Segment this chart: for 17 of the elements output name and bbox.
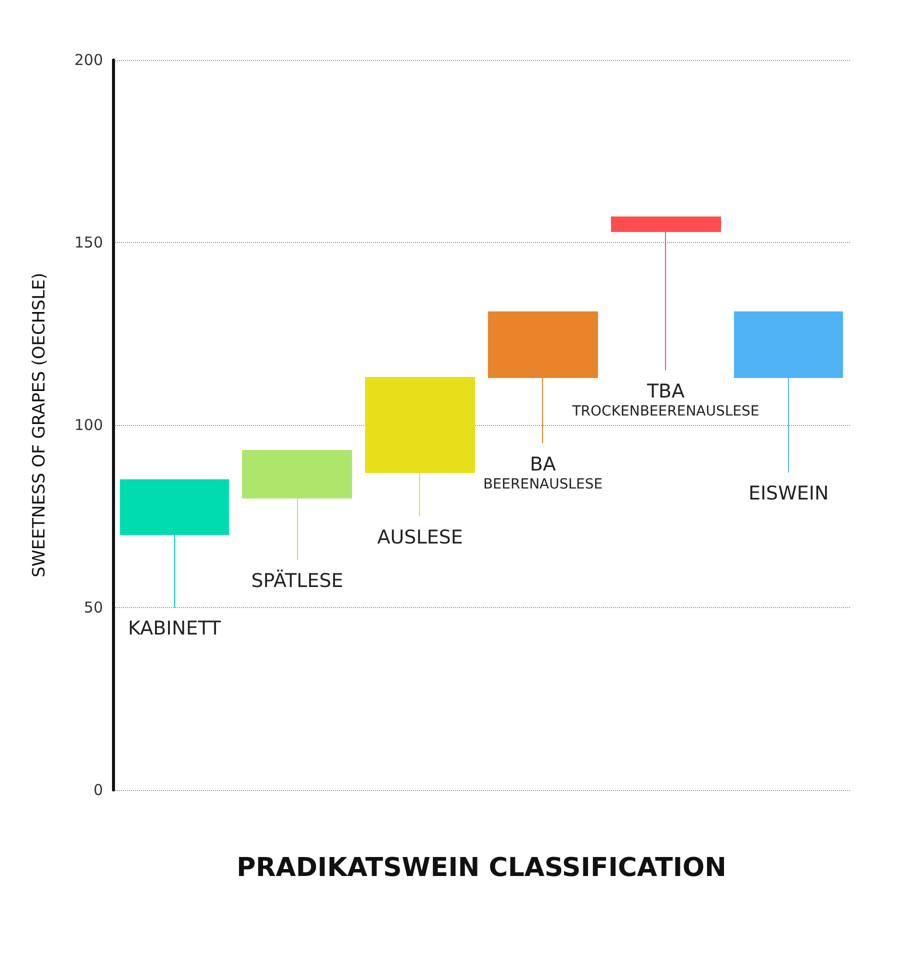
x-tick-label: KABINETT — [128, 618, 222, 640]
candlestick — [365, 377, 475, 517]
x-tick-label: EISWEIN — [748, 482, 829, 504]
y-tick-label: 0 — [93, 781, 103, 799]
candlestick — [120, 479, 229, 608]
x-tick-label: SPÄTLESE — [251, 569, 344, 592]
x-tick-label: AUSLESE — [377, 526, 463, 548]
y-axis-title: SWEETNESS OF GRAPES (OECHSLE) — [30, 272, 50, 578]
x-tick-label: TBA TROCKENBEERENAUSLESE — [571, 380, 760, 420]
x-axis-title: PRADIKATSWEIN CLASSIFICATION — [236, 853, 726, 883]
y-tick-label: 100 — [74, 416, 103, 434]
y-tick-label: 50 — [84, 598, 103, 616]
x-tick-label: BA BEERENAUSLESE — [483, 453, 603, 492]
y-tick-label: 150 — [74, 234, 103, 252]
candlestick — [242, 450, 352, 561]
y-tick-label: 200 — [74, 51, 103, 69]
candlestick — [611, 216, 721, 371]
